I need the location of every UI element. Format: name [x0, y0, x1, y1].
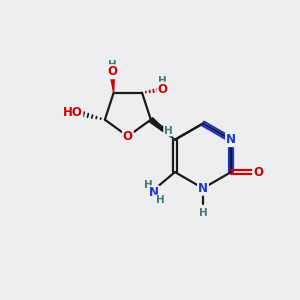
Text: H: H — [108, 60, 117, 70]
Polygon shape — [149, 118, 175, 140]
Text: H: H — [156, 195, 165, 205]
Text: O: O — [107, 65, 117, 78]
Text: N: N — [149, 186, 159, 199]
Text: H: H — [164, 126, 173, 136]
Polygon shape — [151, 120, 164, 131]
Text: H: H — [199, 208, 207, 218]
Text: H: H — [158, 76, 167, 86]
Text: N: N — [226, 133, 236, 146]
Text: H: H — [144, 180, 153, 190]
Text: HO: HO — [63, 106, 82, 118]
Text: N: N — [198, 182, 208, 195]
Text: O: O — [158, 82, 168, 96]
Text: O: O — [123, 130, 133, 143]
Polygon shape — [110, 73, 115, 93]
Text: O: O — [253, 166, 263, 178]
